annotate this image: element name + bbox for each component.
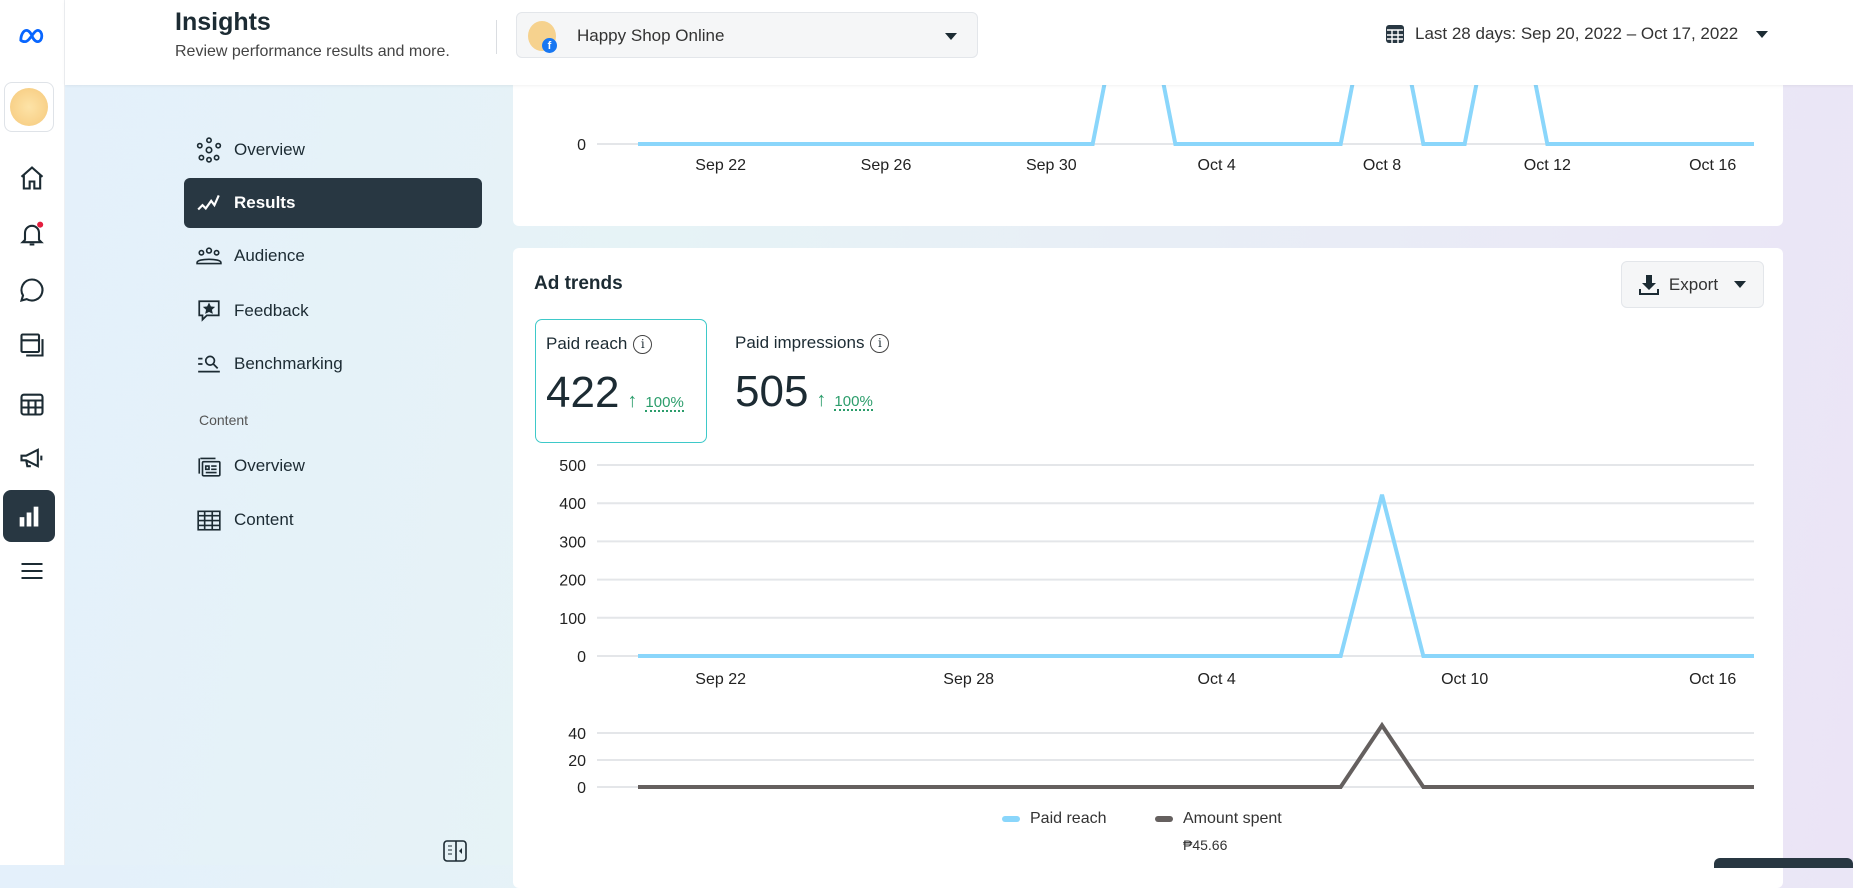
facebook-icon: f: [542, 38, 557, 53]
nav-item-content-overview[interactable]: Overview: [184, 441, 482, 491]
arrow-up-icon: ↑: [816, 389, 827, 411]
info-icon[interactable]: i: [870, 333, 890, 353]
nav-item-feedback[interactable]: Feedback: [184, 286, 482, 336]
y-tick-label: 500: [559, 458, 586, 475]
table-icon: [197, 510, 221, 531]
ad-trends-title: Ad trends: [534, 273, 623, 294]
megaphone-icon[interactable]: [14, 440, 50, 476]
page-title: Insights: [175, 8, 271, 36]
x-tick-label: Oct 16: [1689, 671, 1736, 688]
metric-label: Paid impressions: [735, 333, 865, 352]
metric-value: 505: [735, 367, 809, 416]
menu-icon[interactable]: [14, 553, 50, 589]
x-tick-label: Oct 12: [1524, 157, 1571, 174]
y-tick-label: 0: [577, 780, 586, 797]
people-icon: [196, 247, 222, 265]
metric-label: Paid reach: [546, 334, 628, 353]
metric-value: 422: [546, 368, 620, 417]
y-tick-label: 200: [559, 573, 586, 590]
legend-paid-reach[interactable]: Paid reach: [1002, 810, 1107, 828]
content-cards-icon: [198, 457, 221, 477]
nav-label: Audience: [234, 246, 305, 265]
legend-swatch: [1002, 816, 1020, 822]
meta-logo-icon[interactable]: [14, 18, 50, 54]
nav-section-content: Content: [199, 412, 249, 428]
nav-item-overview[interactable]: Overview: [184, 125, 482, 175]
x-tick-label: Oct 4: [1198, 157, 1236, 174]
y-tick-label: 0: [577, 649, 586, 666]
chevron-down-icon: [1734, 281, 1747, 288]
y-tick-label: 100: [559, 611, 586, 628]
export-button[interactable]: Export: [1621, 261, 1764, 308]
download-icon: [1638, 274, 1659, 295]
info-icon[interactable]: i: [633, 334, 653, 354]
page-subtitle: Review performance results and more.: [175, 43, 450, 60]
metric-paid-impressions[interactable]: Paid impressions i 505 ↑ 100%: [725, 319, 899, 443]
nav-label: Overview: [234, 140, 305, 159]
collapse-sidebar-icon[interactable]: [443, 840, 467, 862]
x-tick-label: Sep 22: [695, 671, 746, 688]
x-tick-label: Sep 30: [1026, 157, 1077, 174]
nav-label: Benchmarking: [234, 354, 343, 373]
nav-label: Results: [234, 193, 296, 212]
benchmark-search-icon: [198, 355, 220, 373]
legend-swatch: [1155, 816, 1173, 822]
y-tick-label: 40: [568, 726, 586, 743]
metric-change[interactable]: 100%: [834, 393, 873, 411]
star-speech-icon: [198, 300, 220, 322]
legend-label: Amount spent: [1183, 810, 1282, 827]
series-line: [638, 721, 1754, 789]
nav-item-benchmarking[interactable]: Benchmarking: [184, 339, 482, 389]
nav-label: Feedback: [234, 301, 309, 320]
floating-chip[interactable]: [1714, 858, 1853, 868]
y-tick-label: 0: [577, 137, 586, 154]
export-label: Export: [1668, 274, 1719, 294]
chat-icon[interactable]: [14, 272, 50, 308]
bell-icon[interactable]: [14, 216, 50, 252]
legend-label: Paid reach: [1030, 810, 1107, 827]
home-icon[interactable]: [14, 160, 50, 196]
x-tick-label: Oct 16: [1689, 157, 1736, 174]
y-tick-label: 400: [559, 496, 586, 513]
charts-svg: 0 Sep 22 Sep 26 Sep 30 Oct 4 Oct 8 Oct 12 Oct 1…: [559, 85, 1754, 797]
nav-item-content[interactable]: Content: [184, 495, 482, 545]
metric-change[interactable]: 100%: [645, 394, 684, 412]
network-icon: [196, 137, 222, 163]
page-avatar[interactable]: [4, 82, 54, 132]
left-rail: [0, 0, 65, 865]
date-range-picker[interactable]: Last 28 days: Sep 20, 2022 – Oct 17, 202…: [1385, 24, 1769, 44]
metric-paid-reach[interactable]: Paid reach i 422 ↑ 100%: [535, 319, 707, 443]
nav-item-audience[interactable]: Audience: [184, 231, 482, 281]
chevron-down-icon: [1756, 30, 1769, 38]
trend-line-icon: [197, 194, 220, 211]
calendar-icon: [1386, 25, 1404, 43]
x-tick-label: Oct 8: [1363, 157, 1401, 174]
y-tick-label: 300: [559, 534, 586, 551]
ad-trends-card: Ad trends Export Paid reach i 422 ↑ 100% Pa…: [513, 248, 1783, 888]
page-selector-dropdown[interactable]: f Happy Shop Online: [516, 12, 978, 58]
x-tick-label: Oct 10: [1441, 671, 1488, 688]
pages-icon[interactable]: [14, 327, 50, 363]
nav-item-results[interactable]: Results: [184, 178, 482, 228]
series-line: [638, 85, 1754, 146]
date-range-label: Last 28 days: Sep 20, 2022 – Oct 17, 202…: [1415, 24, 1739, 43]
arrow-up-icon: ↑: [627, 390, 638, 412]
nav-label: Content: [234, 510, 294, 529]
x-tick-label: Oct 4: [1198, 671, 1236, 688]
legend-amount-spent[interactable]: Amount spent: [1155, 810, 1282, 828]
chevron-down-icon: [945, 33, 957, 40]
insights-bar-chart-icon[interactable]: [3, 490, 55, 542]
x-tick-label: Sep 28: [943, 671, 994, 688]
x-tick-label: Sep 22: [695, 157, 746, 174]
y-tick-label: 20: [568, 753, 586, 770]
series-line: [638, 494, 1754, 658]
nav-label: Overview: [234, 456, 305, 475]
header: Insights Review performance results and …: [65, 0, 1853, 85]
calendar-icon[interactable]: [14, 386, 50, 422]
page-selector-label: Happy Shop Online: [577, 26, 725, 45]
amount-spent-total: ₱45.66: [1183, 837, 1228, 853]
divider: [496, 20, 497, 54]
x-tick-label: Sep 26: [861, 157, 912, 174]
